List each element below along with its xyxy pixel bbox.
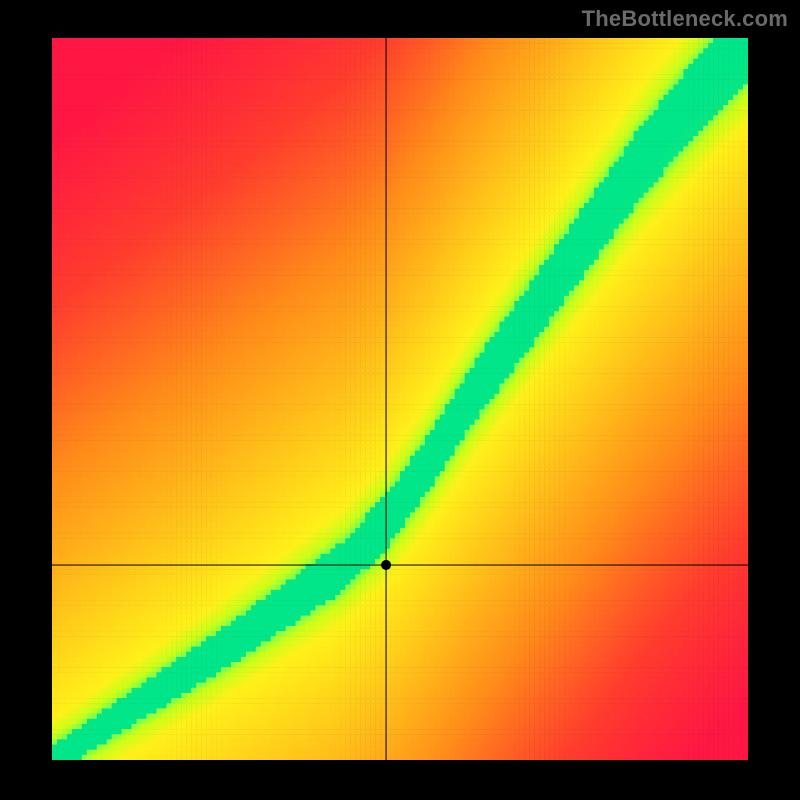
chart-container: TheBottleneck.com — [0, 0, 800, 800]
plot-frame — [52, 38, 748, 760]
watermark-text: TheBottleneck.com — [582, 6, 788, 32]
bottleneck-heatmap — [52, 38, 748, 760]
